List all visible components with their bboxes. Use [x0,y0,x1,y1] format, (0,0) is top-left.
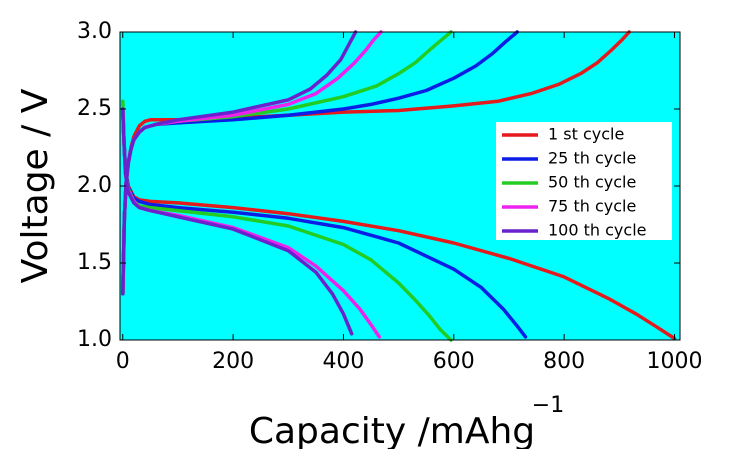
x-tick-label: 200 [212,349,254,374]
series-layer [121,30,677,342]
legend-label: 1 st cycle [548,125,624,144]
legend-label: 25 th cycle [548,149,636,168]
y-tick-label: 2.0 [77,173,112,198]
x-tick-label: 0 [116,349,130,374]
x-tick-label: 600 [433,349,475,374]
y-tick-label: 2.5 [77,96,112,121]
x-tick-label: 400 [322,349,364,374]
tick-layer: 0 200 400 600 800 1000 1.0 1.5 2.0 2.5 3.0 [77,19,702,374]
y-tick-label: 1.5 [77,250,112,275]
legend-label: 100 th cycle [548,221,646,240]
x-tick-label: 1000 [646,349,702,374]
x-axis-title: Capacity /mAhg [249,411,535,449]
series-line-5-charge [121,30,358,296]
y-tick-label: 3.0 [77,19,112,44]
legend-label: 75 th cycle [548,197,636,216]
legend-box [496,122,672,240]
x-tick-label: 800 [543,349,585,374]
series-line-5-discharge [121,107,354,336]
y-tick-label: 1.0 [77,327,112,352]
x-axis-title-superscript: −1 [532,393,564,418]
legend: 1 st cycle 25 th cycle 50 th cycle 75 th cy… [496,122,672,240]
legend-label: 50 th cycle [548,173,636,192]
y-axis-title: Voltage / V [15,88,56,283]
